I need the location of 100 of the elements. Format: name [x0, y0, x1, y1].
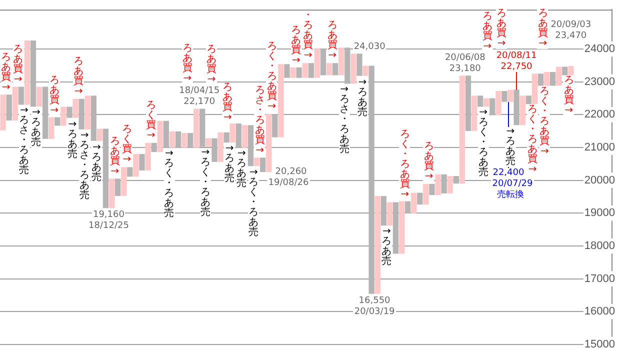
bar	[194, 108, 200, 148]
bar	[514, 90, 520, 126]
bar	[151, 142, 157, 152]
annotation: 20/03/19	[353, 306, 396, 317]
bar	[484, 98, 490, 107]
annotation: →ろあ売	[91, 142, 102, 183]
bar	[502, 91, 508, 102]
annotation: 20/09/03	[550, 20, 592, 30]
bar	[96, 128, 103, 141]
annotation: 20/08/11	[495, 50, 538, 61]
annotation: 22,400	[492, 168, 526, 178]
y-tick-label: 17000	[584, 272, 615, 285]
bar	[532, 74, 538, 104]
bar	[78, 98, 84, 130]
bar	[490, 98, 496, 116]
bar	[102, 128, 109, 208]
bar	[398, 201, 405, 254]
annotation: ろあ買→	[423, 141, 434, 182]
annotation: ろあ買→	[290, 24, 302, 66]
annotation: ろあ買→	[222, 82, 234, 123]
bar	[550, 72, 556, 86]
bar	[206, 138, 212, 147]
bar	[230, 123, 236, 143]
bar	[121, 167, 127, 196]
bar	[314, 48, 320, 78]
bar	[114, 178, 121, 196]
y-tick-label: 22000	[584, 108, 615, 121]
annotation: ろく買→	[146, 100, 157, 142]
bar	[60, 106, 66, 126]
bar	[48, 117, 54, 139]
bar	[284, 64, 290, 78]
annotation: 19/08/26	[267, 178, 310, 188]
bar	[302, 63, 308, 78]
y-tick-label: 24000	[584, 43, 615, 56]
bar	[308, 63, 314, 78]
annotation: ろあ買→	[12, 44, 24, 86]
bar	[236, 123, 242, 148]
annotation: 22,750	[500, 62, 534, 72]
annotation: →ろく・ろあ売	[248, 166, 260, 238]
annotation: 19,160	[92, 210, 126, 220]
annotation: →ろさ・ろあ売	[338, 84, 350, 156]
annotation: 24,030	[352, 42, 386, 52]
bar	[453, 176, 459, 184]
annotation: ろく買→	[121, 124, 132, 166]
bar	[411, 192, 417, 214]
annotation: ろあ買→	[109, 136, 120, 177]
annotation: →ろく・ろあ売	[200, 147, 211, 218]
annotation: →ろあ売	[224, 143, 236, 184]
annotation: ろあ買→	[0, 52, 12, 93]
bar	[417, 192, 423, 205]
annotation: ろく・ろあ買→	[266, 41, 278, 112]
bar	[386, 202, 393, 226]
bar	[260, 158, 266, 172]
annotation: 22,170	[182, 97, 216, 108]
bar	[544, 72, 550, 86]
bar	[356, 54, 362, 76]
annotation: →ろあ売	[505, 126, 516, 167]
bar	[254, 158, 260, 166]
annotation: ろあ買→	[537, 8, 548, 50]
y-tick-label: 16000	[584, 306, 615, 318]
bar	[0, 94, 6, 130]
annotation: →ろく・ろあ売	[478, 107, 489, 178]
annotation: →ろあ売	[30, 107, 42, 148]
annotation: 売転換	[496, 190, 525, 200]
bar	[54, 117, 60, 126]
annotation: ろあ買→	[73, 56, 84, 98]
annotation: →ろさ・ろあ売	[18, 105, 30, 176]
bar	[6, 94, 12, 121]
y-tick-label: 21000	[584, 141, 615, 154]
annotation: →ろあ売	[236, 148, 248, 190]
bar	[181, 133, 188, 148]
annotation: ろく・ろあ買→	[539, 86, 550, 157]
annotation: →ろあ売	[381, 226, 392, 268]
annotation: ろあ買→	[563, 75, 574, 116]
annotation: ろく・ろあ買→	[399, 128, 410, 200]
annotation: ろあ買→	[482, 10, 493, 52]
bar	[404, 201, 411, 214]
bar	[332, 63, 338, 76]
bar	[350, 54, 356, 84]
bar	[169, 131, 176, 148]
annotation: 20/07/29	[491, 178, 534, 189]
bar	[296, 67, 302, 78]
bar	[145, 142, 151, 170]
bar	[374, 196, 380, 294]
bar	[562, 66, 568, 76]
annotation: ろあ買→	[182, 43, 193, 84]
bar	[175, 131, 182, 148]
bar	[84, 96, 90, 130]
bar	[556, 66, 562, 86]
bar	[72, 98, 78, 118]
bar	[224, 132, 230, 143]
annotation: →ろあ売	[356, 76, 368, 118]
annotation: ろあ買→	[48, 74, 60, 116]
annotation: ろあ買→	[496, 8, 507, 50]
annotation: →ろく・ろあ売	[164, 148, 175, 220]
bar	[12, 86, 18, 121]
annotation: →ろさ・ろあ売	[79, 130, 90, 202]
bar	[320, 48, 326, 76]
bar	[520, 96, 526, 126]
bar	[477, 96, 484, 107]
